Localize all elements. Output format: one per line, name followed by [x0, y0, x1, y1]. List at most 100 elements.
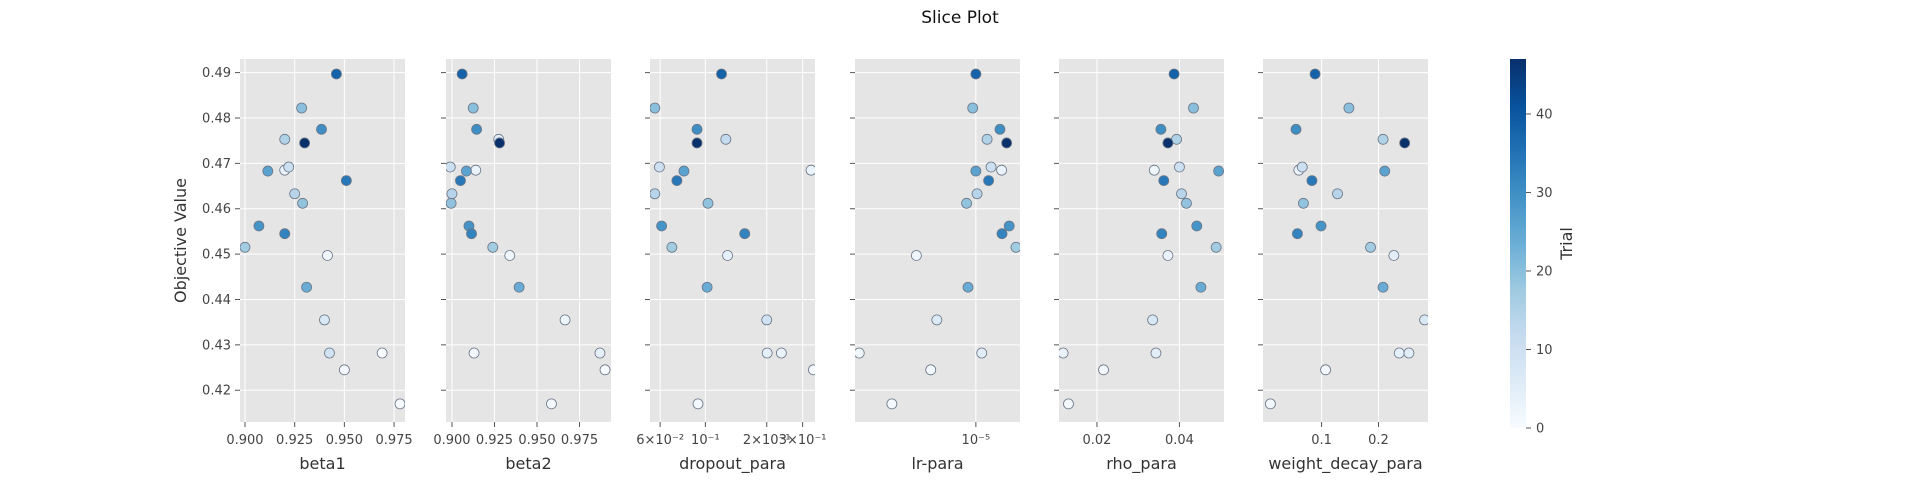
scatter-point: [446, 188, 458, 200]
scatter-point: [446, 161, 456, 173]
scatter-point: [559, 314, 571, 326]
scatter-point: [1003, 220, 1015, 232]
scatter-point: [981, 133, 993, 145]
x-tick-label: 0.975: [561, 433, 598, 448]
points-group: [855, 68, 1020, 410]
points-group: [650, 68, 815, 410]
scatter-point: [319, 314, 330, 326]
scatter-point: [1315, 220, 1327, 232]
panel-background: [1059, 59, 1224, 422]
points-group: [1059, 68, 1224, 410]
scatter-point: [1158, 175, 1170, 187]
scatter-point: [691, 123, 703, 135]
scatter-point: [1365, 241, 1376, 253]
scatter-point: [1377, 281, 1389, 293]
scatter-point: [775, 347, 787, 359]
panel-background: [1263, 59, 1428, 422]
chart-title: Slice Plot: [921, 8, 999, 28]
scatter-point: [1264, 398, 1276, 410]
scatter-point: [678, 165, 690, 177]
scatter-point: [331, 68, 342, 80]
scatter-point: [376, 347, 388, 359]
scatter-point: [1155, 123, 1167, 135]
scatter-point: [487, 241, 499, 253]
x-tick-label: 3×10⁻¹: [779, 433, 827, 448]
scatter-point: [1148, 164, 1160, 176]
scatter-point: [1393, 347, 1405, 359]
scatter-point: [301, 281, 312, 293]
scatter-point: [289, 188, 301, 200]
panel-dropout_para: 6×10⁻² 10⁻¹ 2×10⁻¹3×10⁻¹ dropout_para: [636, 59, 827, 474]
panel-background: [446, 59, 611, 422]
scatter-point: [1191, 220, 1203, 232]
scatter-point: [461, 165, 472, 177]
colorbar-tick-label: 10: [1536, 343, 1553, 358]
panel-background: [650, 59, 815, 422]
colorbar-tick-label: 0: [1536, 422, 1544, 437]
y-tick-label: 0.43: [202, 338, 231, 353]
scatter-point: [296, 102, 308, 114]
scatter-point: [1309, 68, 1321, 80]
x-tick-label: 0.02: [1082, 433, 1111, 448]
colorbar: [1510, 59, 1526, 428]
points-group: [1264, 68, 1428, 410]
scatter-point: [970, 165, 982, 177]
scatter-point: [962, 281, 974, 293]
scatter-point: [279, 133, 291, 145]
scatter-point: [262, 165, 274, 177]
scatter-point: [338, 364, 350, 376]
x-tick-label: 0.1: [1311, 433, 1332, 448]
scatter-point: [468, 347, 480, 359]
x-tick-label: 0.950: [326, 433, 363, 448]
scatter-point: [1162, 137, 1174, 149]
scatter-point: [671, 175, 683, 187]
scatter-point: [994, 123, 1006, 135]
scatter-point: [394, 398, 405, 410]
scatter-point: [961, 197, 972, 209]
x-tick-label: 0.950: [518, 433, 555, 448]
x-axis-label: rho_para: [1106, 454, 1177, 474]
scatter-point: [971, 188, 983, 200]
scatter-point: [1059, 347, 1069, 359]
scatter-point: [716, 68, 727, 80]
scatter-point: [656, 220, 668, 232]
panel-weight_decay_para: 0.1 0.2 weight_decay_para: [1258, 59, 1428, 474]
scatter-point: [1379, 165, 1391, 177]
scatter-point: [471, 123, 483, 135]
scatter-point: [808, 364, 815, 376]
scatter-point: [1150, 347, 1162, 359]
x-tick-label: 0.925: [276, 433, 313, 448]
scatter-point: [910, 250, 922, 261]
scatter-point: [1168, 68, 1180, 80]
scatter-point: [340, 175, 352, 187]
x-tick-label: 0.925: [476, 433, 513, 448]
scatter-point: [1162, 250, 1174, 261]
colorbar-tick-label: 40: [1536, 107, 1553, 122]
points-group: [446, 68, 611, 410]
scatter-point: [666, 241, 678, 253]
scatter-point: [283, 161, 295, 173]
scatter-point: [1098, 364, 1109, 376]
x-tick-label: 0.900: [226, 433, 263, 448]
scatter-point: [720, 133, 732, 145]
scatter-point: [985, 161, 997, 173]
x-axis-label: beta1: [299, 454, 345, 473]
y-tick-label: 0.49: [202, 66, 231, 81]
scatter-point: [240, 241, 251, 253]
y-tick-label: 0.46: [202, 202, 231, 217]
scatter-point: [1010, 241, 1020, 253]
scatter-point: [446, 197, 457, 209]
scatter-point: [691, 137, 703, 149]
scatter-point: [967, 102, 979, 114]
scatter-point: [1377, 133, 1389, 145]
scatter-point: [467, 102, 479, 114]
scatter-point: [976, 347, 988, 359]
scatter-point: [1403, 347, 1415, 359]
scatter-point: [1063, 398, 1074, 410]
scatter-point: [470, 164, 482, 176]
x-tick-label: 6×10⁻²: [636, 433, 684, 448]
colorbar-tick-label: 30: [1536, 186, 1553, 201]
scatter-point: [739, 228, 751, 240]
scatter-point: [299, 137, 311, 149]
